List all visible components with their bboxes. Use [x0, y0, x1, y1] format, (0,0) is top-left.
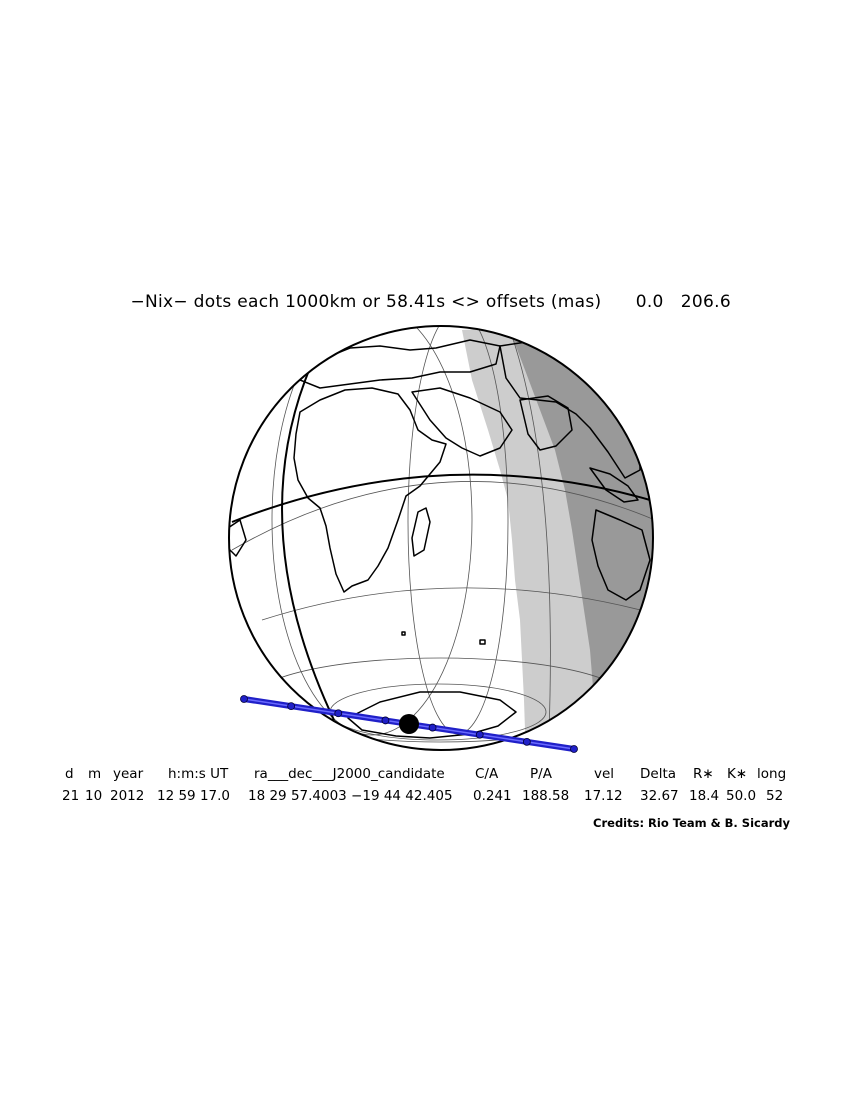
europe-outline: [299, 339, 501, 389]
header-m: m: [88, 766, 102, 782]
track-dots: [240, 695, 578, 753]
value-rstar: 18.4: [689, 788, 720, 804]
globe-outline: [228, 325, 654, 751]
value-delta: 32.67: [640, 788, 679, 804]
africa-outline: [293, 387, 447, 593]
value-year: 2012: [110, 788, 145, 804]
island-1: [479, 639, 486, 645]
value-pa: 188.58: [522, 788, 570, 804]
header-year: year: [113, 766, 144, 782]
island-2: [401, 631, 406, 636]
value-long: 52: [766, 788, 784, 804]
value-d: 21: [62, 788, 80, 804]
header-long: long: [757, 766, 787, 782]
reference-lines: [231, 353, 651, 721]
track-dot: [570, 745, 578, 753]
header-ca: C/A: [475, 766, 499, 782]
track-dot: [240, 695, 248, 703]
arabia-outline: [411, 387, 513, 457]
track-dot: [475, 730, 484, 739]
antarctica-outline: [347, 691, 517, 739]
australia-outline: [591, 509, 651, 601]
header-kstar: K∗: [727, 766, 748, 782]
track-dot: [428, 723, 437, 732]
title-offset-y: 206.6: [680, 292, 731, 312]
indonesia-outline: [589, 467, 639, 503]
value-ca: 0.241: [473, 788, 512, 804]
chart-title: −Nix− dots each 1000km or 58.41s <> offs…: [0, 272, 850, 312]
south-america-tip: [229, 519, 247, 557]
header-rstar: R∗: [693, 766, 714, 782]
value-m: 10: [85, 788, 103, 804]
track-dot: [287, 702, 296, 711]
header-delta: Delta: [640, 766, 677, 782]
value-kstar: 50.0: [726, 788, 757, 804]
madagascar-outline: [411, 507, 431, 557]
globe-disc: [229, 326, 653, 750]
closest-approach-marker: [399, 714, 419, 734]
header-d: d: [65, 766, 74, 782]
credits: Credits: Rio Team & B. Sicardy: [593, 816, 790, 830]
value-radec: 18 29 57.4003 −19 44 42.405: [248, 788, 453, 804]
title-offset-x: 0.0: [635, 292, 664, 312]
value-vel: 17.12: [584, 788, 623, 804]
header-pa: P/A: [530, 766, 552, 782]
value-time: 12 59 17.0: [157, 788, 230, 804]
track-dot: [522, 737, 531, 746]
india-outline: [519, 395, 573, 451]
track-dot: [381, 716, 390, 725]
title-main: −Nix− dots each 1000km or 58.41s <> offs…: [130, 292, 602, 312]
header-radec: ra___dec___J2000_candidate: [254, 766, 445, 782]
header-vel: vel: [594, 766, 615, 782]
ephemeris-table: d m year h:m:s UT ra___dec___J2000_candi…: [0, 766, 850, 810]
track-dot: [334, 709, 343, 718]
header-time: h:m:s UT: [168, 766, 229, 782]
shadow-track: [240, 695, 578, 753]
